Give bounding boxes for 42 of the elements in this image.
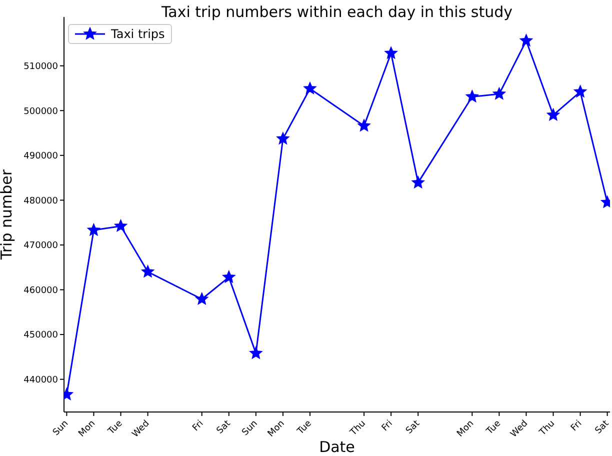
point <box>250 346 262 359</box>
y-tick-label: 480000 <box>24 196 58 206</box>
point <box>384 46 398 59</box>
point <box>304 82 316 94</box>
y-tick-label: 500000 <box>24 106 58 117</box>
x-tick-label: Fri <box>191 418 206 434</box>
point <box>492 88 506 100</box>
legend-label: Taxi trips <box>111 27 165 41</box>
point <box>114 220 127 232</box>
y-tick-label: 470000 <box>24 241 58 252</box>
x-tick-label: Sun <box>51 418 71 438</box>
x-tick-label: Tue <box>484 418 504 438</box>
x-tick-label: Sat <box>215 418 234 436</box>
point <box>276 132 290 144</box>
chart-title: Taxi trip numbers within each day in this study <box>160 3 514 21</box>
point <box>222 270 236 283</box>
y-tick-label: 440000 <box>24 376 58 386</box>
x-tick-label: Thu <box>537 418 558 439</box>
point <box>547 108 560 120</box>
y-tick-label: 460000 <box>24 286 58 296</box>
point <box>88 224 100 236</box>
point <box>358 119 370 132</box>
legend-box: Taxi trips <box>68 24 172 44</box>
x-axis-title: Date <box>319 438 355 456</box>
point <box>412 176 424 188</box>
y-tick-label: 490000 <box>24 152 58 162</box>
x-tick-label: Fri <box>569 418 584 434</box>
x-tick-label: Tue <box>106 418 125 438</box>
x-tick-label: Sat <box>404 418 422 436</box>
point <box>466 90 478 102</box>
x-tick-label: Tue <box>295 418 314 438</box>
point <box>520 34 532 46</box>
x-tick-label: Sat <box>594 418 612 436</box>
x-tick-label: Sun <box>240 418 260 438</box>
point <box>574 85 586 98</box>
y-axis-title: Trip number <box>0 168 16 261</box>
x-tick-label: Thu <box>348 418 368 439</box>
y-tick-label: 450000 <box>24 330 58 341</box>
x-tick-label: Fri <box>380 418 395 434</box>
point <box>196 292 208 304</box>
y-tick-label: 510000 <box>24 62 58 72</box>
point <box>142 265 154 278</box>
